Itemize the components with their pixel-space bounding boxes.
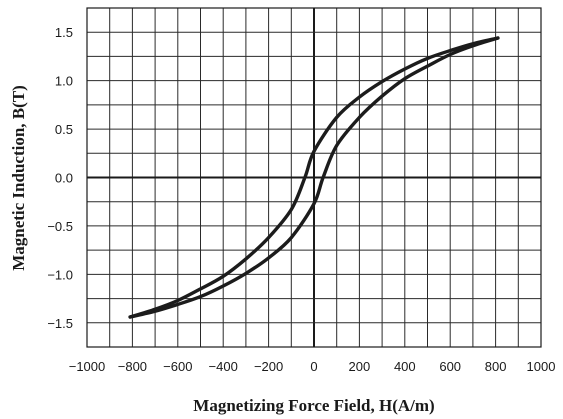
x-tick-label: 400 <box>394 359 416 374</box>
y-axis-title: Magnetic Induction, B(T) <box>9 85 28 271</box>
hysteresis-ascending-branch <box>128 36 500 319</box>
y-tick-label: 0.0 <box>55 171 73 186</box>
y-tick-label: 1.5 <box>55 25 73 40</box>
x-tick-label: −1000 <box>69 359 106 374</box>
y-tick-label: 1.0 <box>55 74 73 89</box>
x-tick-label: 200 <box>349 359 371 374</box>
y-tick-label: 0.5 <box>55 122 73 137</box>
y-tick-label: −1.0 <box>47 267 73 282</box>
hysteresis-descending-branch <box>128 36 500 319</box>
x-tick-label: −200 <box>254 359 283 374</box>
x-axis-title: Magnetizing Force Field, H(A/m) <box>193 396 434 415</box>
x-tick-label: 800 <box>485 359 507 374</box>
x-tick-label: −400 <box>209 359 238 374</box>
x-tick-label: −600 <box>163 359 192 374</box>
x-tick-label: 1000 <box>527 359 556 374</box>
tick-labels: −1000 −800 −600 −400 −200 0 200 400 600 800 1000 −1… <box>47 25 555 374</box>
grid <box>86 7 542 348</box>
y-tick-label: −0.5 <box>47 219 73 234</box>
plot-frame <box>86 7 542 348</box>
y-tick-label: −1.5 <box>47 316 73 331</box>
x-tick-label: −800 <box>118 359 147 374</box>
x-tick-label: 600 <box>439 359 461 374</box>
curves <box>128 36 500 319</box>
x-tick-label: 0 <box>310 359 317 374</box>
